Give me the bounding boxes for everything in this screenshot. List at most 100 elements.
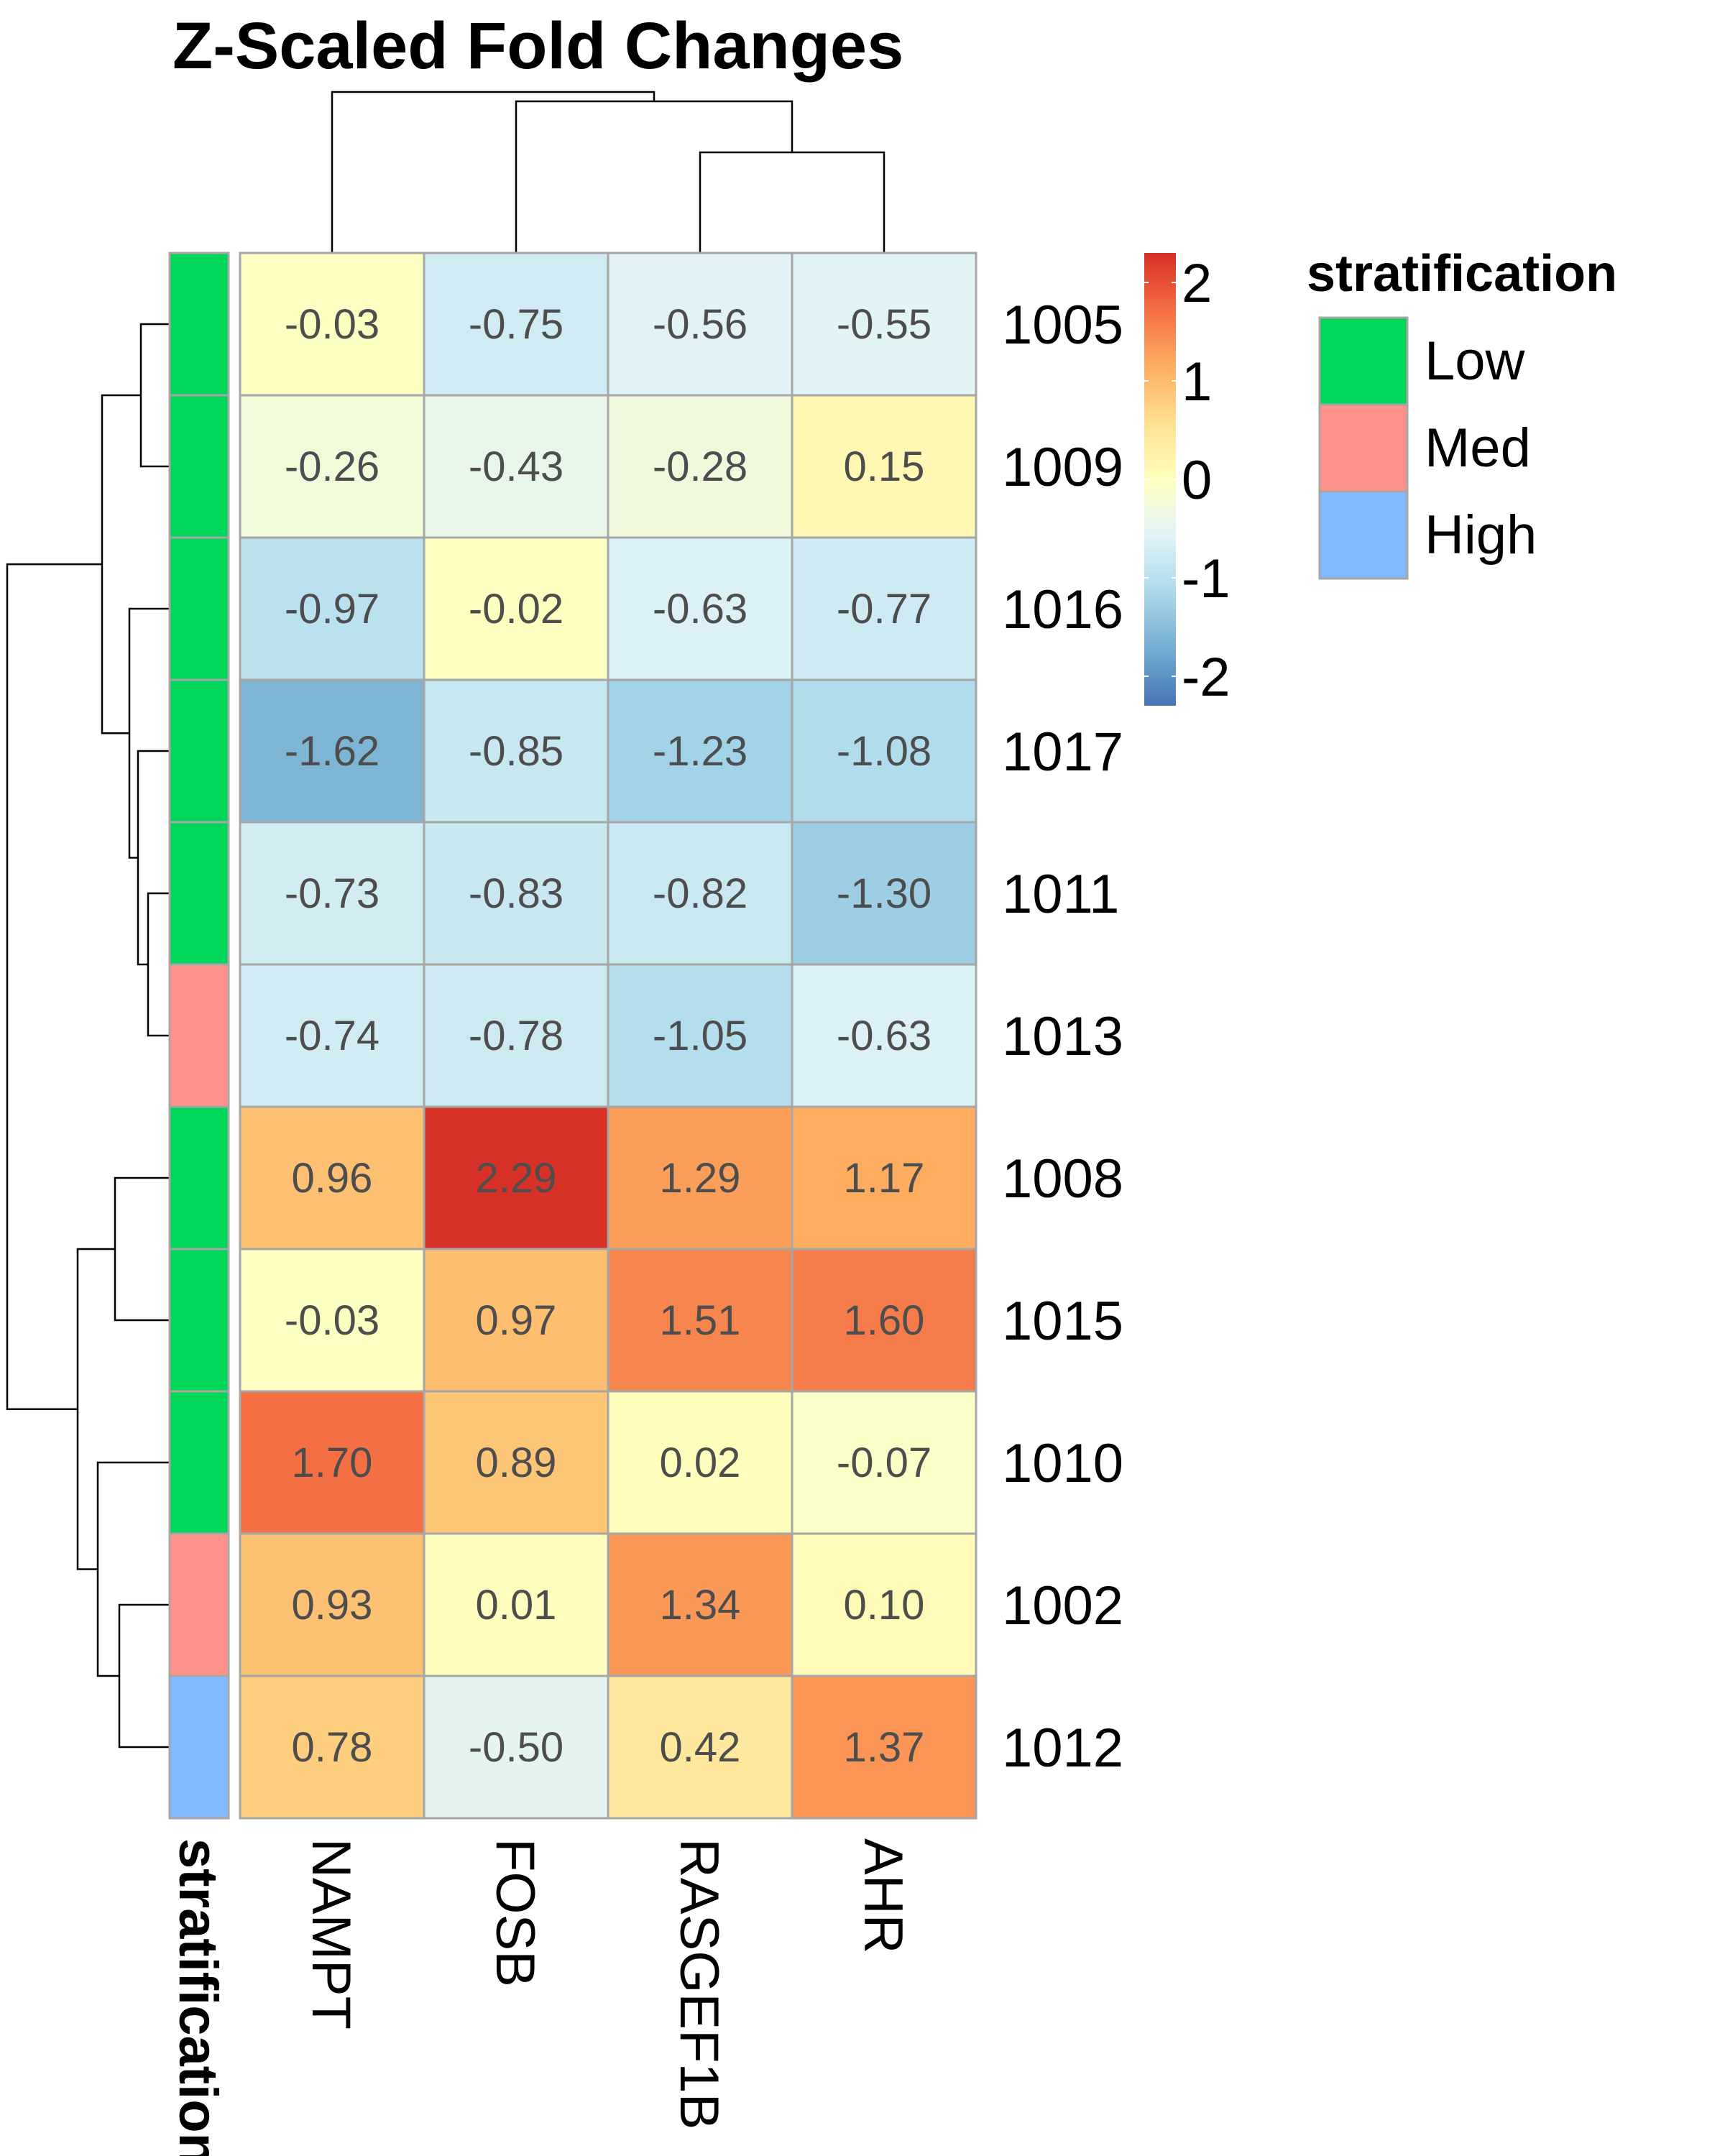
cell-value-label: -1.23 — [653, 728, 748, 775]
cell-value-label: -0.85 — [469, 728, 564, 775]
row-label: 1011 — [1002, 864, 1119, 925]
heatmap-cell — [791, 963, 978, 1108]
cell-value-label: 1.70 — [292, 1439, 373, 1486]
dendrogram-branch — [128, 607, 170, 859]
cell-value-label: 0.97 — [476, 1297, 557, 1344]
cell-value-label: 0.96 — [292, 1155, 373, 1202]
heatmap-cell — [791, 1674, 978, 1820]
cell-value-label: -0.74 — [285, 1013, 380, 1059]
heatmap-cell — [239, 963, 426, 1108]
heatmap-cell — [239, 1248, 426, 1393]
legend-swatch — [1318, 403, 1409, 493]
heatmap-cell — [791, 1105, 978, 1250]
cell-value-label: -0.77 — [837, 586, 932, 632]
annotation-cell — [168, 1248, 230, 1393]
heatmap-cells: -0.03 -0.75 -0.56 -0.55 -0.26 -0.43 -0.28 0.15 -… — [239, 252, 978, 1820]
heatmap-cell — [791, 1532, 978, 1677]
heatmap-cell — [423, 1674, 610, 1820]
cell-value-label: -0.97 — [285, 586, 380, 632]
heatmap-cell — [239, 678, 426, 824]
heatmap-cell — [423, 394, 610, 539]
legend-swatch — [1318, 316, 1409, 406]
heatmap-cell — [607, 821, 794, 966]
dendrogram-branch — [6, 563, 102, 1410]
cell-value-label: -0.43 — [469, 443, 564, 490]
heatmap-cell — [423, 821, 610, 966]
dendrogram-branch — [76, 1248, 115, 1570]
cell-value-label: -0.82 — [653, 870, 748, 917]
colorbar-tick-label: 1 — [1182, 351, 1212, 413]
cell-value-label: 2.29 — [476, 1155, 557, 1202]
cell-value-label: -0.63 — [837, 1013, 932, 1059]
row-label: 1010 — [1002, 1433, 1123, 1494]
heatmap-cell — [607, 1390, 794, 1535]
cell-value-label: -0.03 — [285, 1297, 380, 1344]
dendrogram-branch — [515, 100, 794, 253]
cell-value-label: -0.50 — [469, 1724, 564, 1771]
cell-value-label: -0.55 — [837, 301, 932, 348]
heatmap-cell — [239, 821, 426, 966]
row-label: 1016 — [1002, 579, 1123, 640]
annotation-cell — [168, 1532, 230, 1677]
annotation-cell — [168, 1674, 230, 1820]
legend-swatch — [1318, 490, 1409, 580]
cell-value-label: -1.05 — [653, 1013, 748, 1059]
heatmap-cell — [423, 536, 610, 681]
cell-value-label: -0.78 — [469, 1013, 564, 1059]
row-label: 1012 — [1002, 1718, 1123, 1779]
cell-value-label: -0.28 — [653, 443, 748, 490]
heatmap-cell — [607, 1105, 794, 1250]
row-label: 1013 — [1002, 1006, 1123, 1067]
cell-value-label: 1.60 — [844, 1297, 925, 1344]
dendrogram-branch — [331, 91, 656, 253]
stratification-legend: stratification Low Med High — [1307, 245, 1617, 580]
colorbar-gradient — [1144, 253, 1176, 706]
legend-label: Low — [1425, 331, 1526, 392]
cell-value-label: 1.34 — [660, 1582, 741, 1628]
row-label: 1009 — [1002, 437, 1123, 498]
cell-value-label: -1.30 — [837, 870, 932, 917]
annotation-cell — [168, 536, 230, 681]
heatmap-cell — [607, 252, 794, 397]
annotation-cell — [168, 1390, 230, 1535]
row-label: 1008 — [1002, 1148, 1123, 1210]
cell-value-label: 0.78 — [292, 1724, 373, 1771]
heatmap-cell — [791, 678, 978, 824]
heatmap-cell — [607, 1248, 794, 1393]
column-labels: NAMPT FOSB RASGEF1B AHR — [300, 1838, 914, 2129]
heatmap-cell — [791, 821, 978, 966]
column-label: RASGEF1B — [668, 1838, 730, 2129]
heatmap-cell — [423, 963, 610, 1108]
dendrogram-branch — [114, 1176, 170, 1322]
cell-value-label: 0.10 — [844, 1582, 925, 1628]
dendrogram-branch — [118, 1603, 170, 1749]
cell-value-label: -0.73 — [285, 870, 380, 917]
cell-value-label: -0.75 — [469, 301, 564, 348]
heatmap-cell — [423, 1532, 610, 1677]
cell-value-label: 0.93 — [292, 1582, 373, 1628]
dendrogram-branch — [139, 323, 170, 468]
heatmap-cell — [607, 1532, 794, 1677]
row-label: 1005 — [1002, 295, 1123, 356]
legend-label: High — [1425, 505, 1537, 566]
column-label: AHR — [852, 1838, 914, 1953]
heatmap-cell — [607, 963, 794, 1108]
row-labels: 1005 1009 1016 1017 1011 1013 1008 1015 1010 1002… — [1002, 295, 1123, 1779]
heatmap-cell — [239, 252, 426, 397]
annotation-cell — [168, 1105, 230, 1250]
row-dendrogram — [6, 323, 170, 1749]
colorbar-tick-label: 2 — [1182, 253, 1212, 314]
heatmap-cell — [239, 1532, 426, 1677]
annotation-axis-label: stratification — [167, 1838, 229, 2156]
row-label: 1002 — [1002, 1575, 1123, 1636]
annotation-cell — [168, 678, 230, 824]
chart-title: Z-Scaled Fold Changes — [172, 9, 903, 83]
heatmap-cell — [607, 1674, 794, 1820]
row-label: 1017 — [1002, 722, 1123, 783]
annotation-cell — [168, 963, 230, 1108]
dendrogram-branch — [699, 151, 886, 253]
cell-value-label: -1.08 — [837, 728, 932, 775]
cell-value-label: -0.83 — [469, 870, 564, 917]
cell-value-label: 1.51 — [660, 1297, 741, 1344]
